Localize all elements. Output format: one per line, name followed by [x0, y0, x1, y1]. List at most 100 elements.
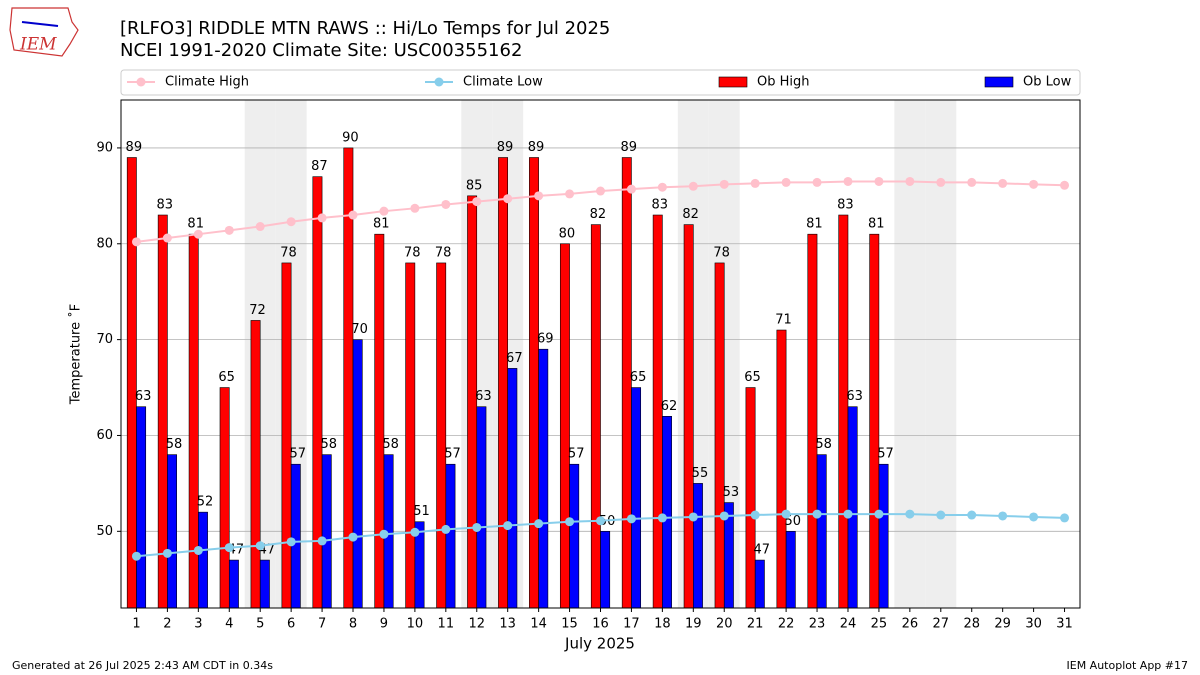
data-label: 63 — [135, 389, 152, 404]
bar — [785, 531, 796, 609]
line-marker — [905, 509, 915, 519]
line-marker — [1029, 179, 1039, 189]
data-label: 83 — [837, 198, 854, 213]
x-tick-label: 5 — [256, 617, 264, 632]
bar — [600, 531, 611, 609]
legend-label: Climate High — [165, 75, 249, 90]
line-marker — [967, 510, 977, 520]
bar — [219, 387, 230, 609]
logo-outline — [9, 7, 79, 57]
data-label: 47 — [754, 543, 771, 558]
data-label: 78 — [713, 245, 730, 260]
chart-subtitle: NCEI 1991-2020 Climate Site: USC00355162 — [120, 40, 522, 61]
bar — [631, 387, 642, 609]
line-marker — [626, 514, 636, 524]
data-label: 58 — [320, 437, 337, 452]
line-marker — [874, 176, 884, 186]
line-marker — [967, 177, 977, 187]
x-tick-label: 1 — [132, 617, 140, 632]
line-marker — [936, 177, 946, 187]
plot-frame — [120, 99, 1081, 609]
line-marker — [441, 524, 451, 534]
bar — [714, 262, 725, 609]
y-tick-label: 60 — [96, 428, 113, 443]
data-label: 63 — [846, 389, 863, 404]
bar — [259, 559, 270, 609]
line-marker — [812, 509, 822, 519]
bar — [167, 454, 177, 609]
x-tick-label: 28 — [963, 617, 980, 632]
line-marker — [998, 511, 1008, 521]
bar — [250, 320, 261, 609]
line-marker — [750, 510, 760, 520]
data-label: 63 — [475, 389, 492, 404]
data-label: 87 — [311, 159, 328, 174]
x-tick-label: 16 — [592, 617, 609, 632]
line-marker — [441, 199, 451, 209]
data-label: 89 — [621, 140, 638, 155]
data-label: 81 — [187, 217, 204, 232]
bar — [683, 224, 694, 609]
data-label: 58 — [815, 437, 832, 452]
line-marker — [503, 194, 513, 204]
line-marker — [596, 186, 605, 196]
x-tick-label: 26 — [902, 617, 919, 632]
x-tick-label: 18 — [654, 617, 671, 632]
bar — [157, 214, 168, 609]
x-tick-label: 29 — [994, 617, 1011, 632]
bar — [436, 262, 447, 609]
line-marker — [936, 510, 946, 520]
line-marker — [750, 178, 760, 188]
x-tick-label: 25 — [871, 617, 888, 632]
line-marker — [131, 237, 141, 247]
y-axis-label: Temperature ˚F — [68, 304, 84, 405]
x-tick-label: 23 — [809, 617, 826, 632]
line-marker — [410, 203, 420, 213]
line-marker — [348, 210, 358, 220]
line-marker — [255, 541, 265, 551]
bar — [816, 454, 827, 609]
line-marker — [998, 178, 1008, 188]
data-label: 80 — [559, 226, 576, 241]
line-marker — [503, 521, 513, 531]
line-marker — [472, 197, 482, 207]
footer-right: IEM Autoplot App #17 — [1067, 659, 1189, 672]
bar — [405, 262, 416, 609]
line-marker — [193, 229, 203, 239]
line-marker — [1060, 180, 1070, 190]
bar — [662, 416, 672, 609]
bar — [445, 463, 456, 609]
x-tick-label: 17 — [623, 617, 640, 632]
line-marker — [626, 184, 636, 194]
data-label: 55 — [692, 466, 709, 481]
line-marker — [286, 537, 296, 547]
line-marker — [565, 517, 575, 527]
line-marker — [781, 177, 791, 187]
bar — [321, 454, 332, 609]
line-marker — [874, 509, 884, 519]
bar — [507, 368, 518, 609]
bar — [838, 214, 849, 609]
line-marker — [719, 179, 729, 189]
data-label: 82 — [590, 207, 607, 222]
x-tick-label: 4 — [225, 617, 233, 632]
x-tick-label: 11 — [438, 617, 455, 632]
line-marker — [193, 545, 203, 555]
line-marker — [162, 548, 172, 558]
shaded-day — [894, 100, 926, 608]
line-marker — [534, 191, 544, 201]
line-marker — [657, 182, 667, 192]
x-tick-label: 10 — [407, 617, 424, 632]
data-label: 82 — [682, 207, 699, 222]
data-label: 85 — [466, 178, 483, 193]
data-label: 78 — [435, 245, 452, 260]
legend-label: Ob High — [757, 75, 810, 90]
bar — [290, 463, 301, 609]
bar — [776, 329, 787, 609]
line-marker — [1060, 513, 1070, 523]
line-marker — [781, 509, 791, 519]
bar — [498, 157, 508, 609]
line-marker — [317, 536, 327, 546]
line-marker — [565, 189, 575, 199]
data-label: 57 — [444, 447, 461, 462]
